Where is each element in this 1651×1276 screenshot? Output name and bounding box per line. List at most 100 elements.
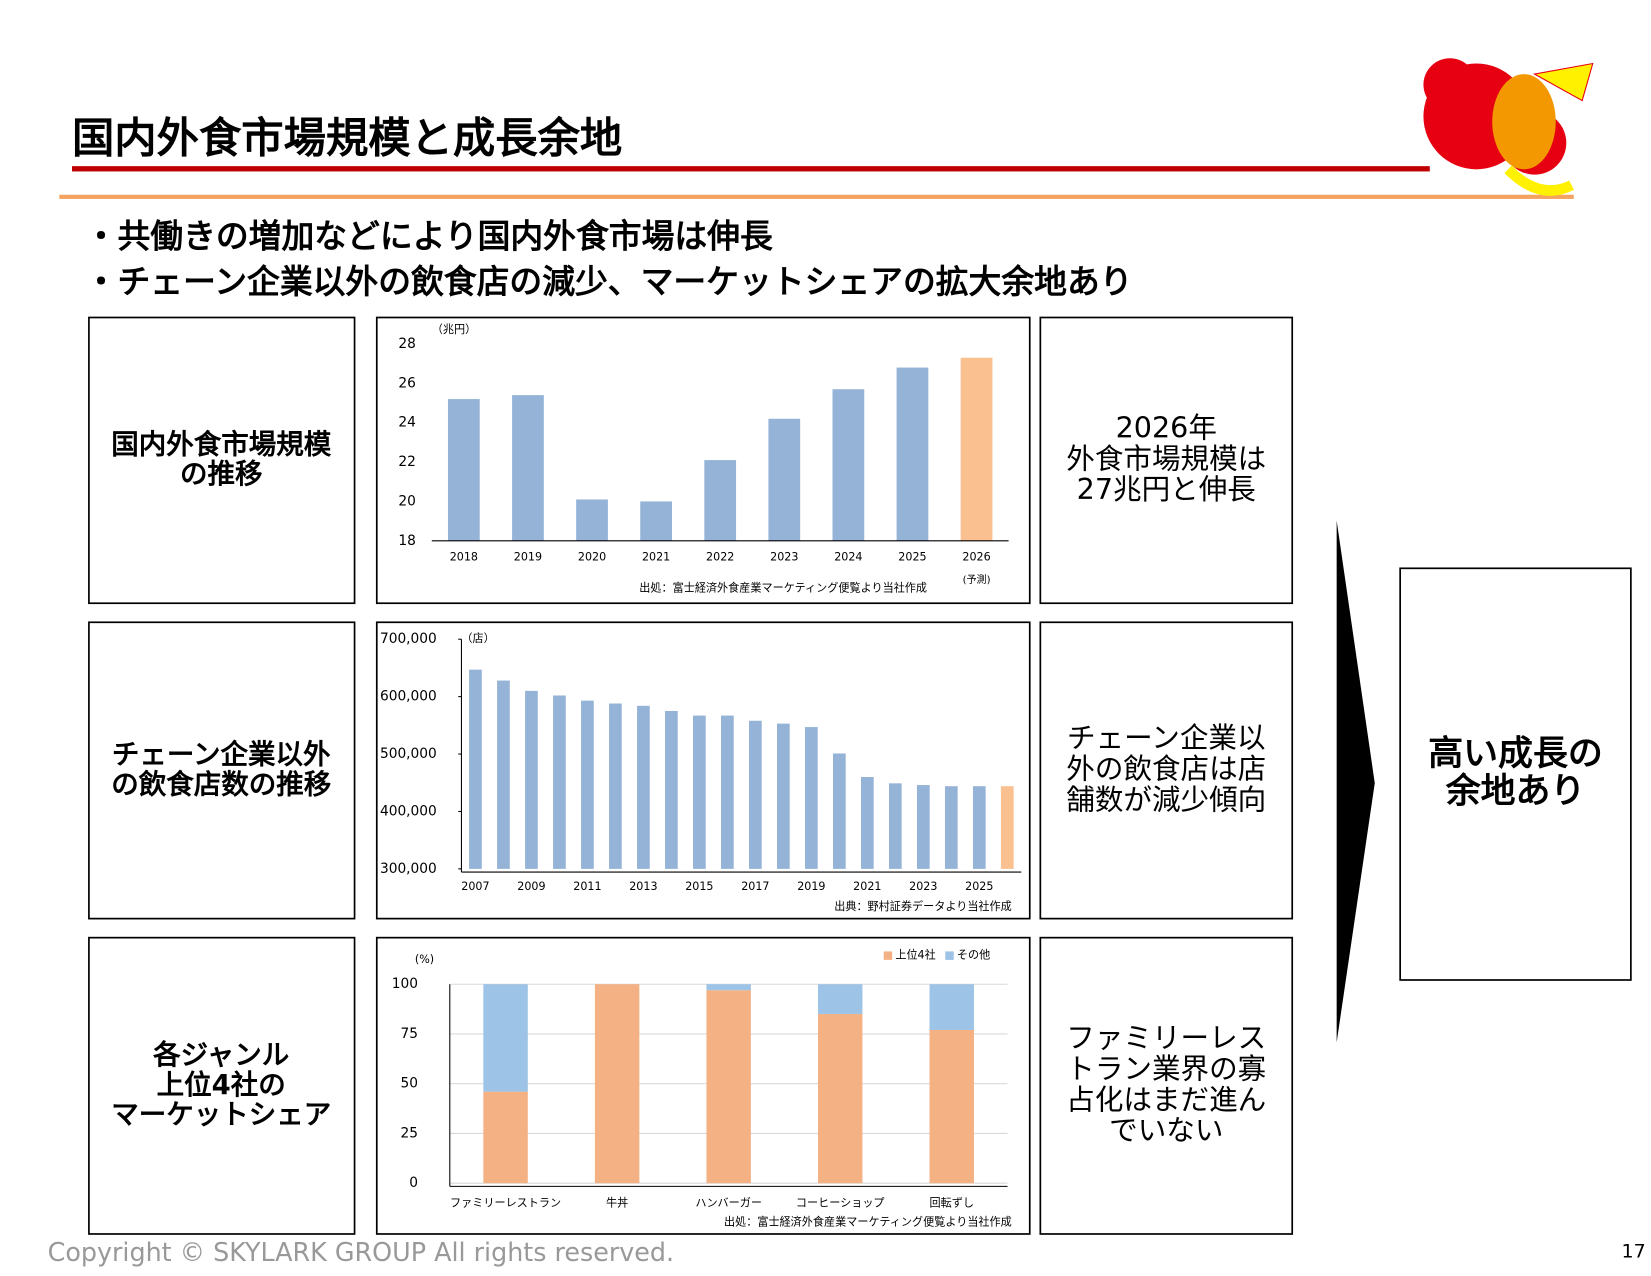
bar bbox=[447, 399, 480, 541]
x-tick-label: 2021 bbox=[642, 551, 670, 564]
x-tick-label: 2015 bbox=[685, 880, 713, 893]
x-tick-label: 2024 bbox=[834, 551, 862, 564]
label-box bbox=[88, 621, 356, 920]
conclusion-text: 余地あり bbox=[1445, 770, 1586, 811]
x-tick-label: 2013 bbox=[629, 880, 657, 893]
y-tick-label: 28 bbox=[398, 336, 416, 352]
row-label: マーケットシェア bbox=[111, 1099, 331, 1131]
note-box bbox=[1039, 936, 1294, 1235]
bar-segment bbox=[483, 1091, 528, 1184]
row-label: 国内外食市場規模 bbox=[111, 429, 331, 461]
x-tick-label: コーヒーショップ bbox=[796, 1196, 885, 1209]
label-box bbox=[88, 316, 356, 605]
bar bbox=[553, 695, 566, 869]
y-tick-label: 75 bbox=[401, 1026, 419, 1042]
x-tick-label: ハンバーガー bbox=[695, 1196, 762, 1209]
source-note: 出処：富士経済外食産業マーケティング便覧より当社作成 bbox=[639, 580, 927, 594]
bar-segment bbox=[706, 990, 751, 1184]
bar bbox=[525, 690, 538, 869]
bar bbox=[693, 715, 706, 869]
y-tick-label: 20 bbox=[398, 493, 416, 509]
bar bbox=[888, 783, 902, 869]
row-label: チェーン企業以外 bbox=[112, 739, 331, 771]
y-tick-label: 0 bbox=[409, 1175, 418, 1191]
row-note: ファミリーレス bbox=[1066, 1021, 1266, 1055]
bar bbox=[640, 501, 672, 541]
bar bbox=[804, 727, 818, 869]
bar bbox=[944, 786, 958, 869]
unit-label: (%) bbox=[415, 953, 434, 966]
y-tick-label: 24 bbox=[398, 415, 416, 431]
unit-label: （兆円） bbox=[432, 323, 476, 336]
bar bbox=[469, 669, 482, 869]
row-note: 外の飲食店は店 bbox=[1066, 751, 1266, 785]
source-note: 出典：野村証券データより当社作成 bbox=[834, 899, 1012, 913]
bar bbox=[665, 710, 678, 869]
conclusion-box bbox=[1399, 567, 1632, 981]
flow-arrow bbox=[1336, 520, 1375, 1043]
x-tick-label: ファミリーレストラン bbox=[450, 1196, 561, 1209]
bar bbox=[581, 700, 594, 869]
bar bbox=[896, 367, 929, 541]
x-tick-label: 2007 bbox=[461, 880, 489, 893]
x-tick-label: 2026 bbox=[962, 551, 990, 564]
row-note: トラン業界の寡 bbox=[1066, 1051, 1266, 1085]
x-tick-label: 2025 bbox=[898, 551, 926, 564]
bullet: ・チェーン企業以外の飲食店の減少、マーケットシェアの拡大余地あり bbox=[85, 263, 1133, 301]
bar bbox=[609, 703, 622, 869]
legend-label: 上位4社 bbox=[895, 948, 935, 962]
bar bbox=[637, 705, 650, 869]
x-tick-label: 2018 bbox=[450, 551, 478, 564]
x-tick-label: 2009 bbox=[517, 880, 545, 893]
bar bbox=[512, 395, 544, 541]
bar bbox=[576, 499, 608, 541]
bar bbox=[749, 720, 762, 869]
row-note: 2026年 bbox=[1116, 411, 1217, 445]
bar bbox=[960, 357, 993, 541]
bar bbox=[777, 723, 790, 869]
x-tick-label: 2011 bbox=[573, 880, 601, 893]
conclusion-text: 高い成長の bbox=[1428, 734, 1603, 774]
forecast-label: (予測) bbox=[963, 573, 991, 586]
y-tick-label: 100 bbox=[392, 976, 418, 992]
bar bbox=[832, 753, 846, 869]
x-tick-label: 2019 bbox=[797, 880, 825, 893]
bar bbox=[497, 680, 510, 869]
row-note: でいない bbox=[1109, 1113, 1223, 1147]
x-tick-label: 2019 bbox=[514, 551, 542, 564]
y-tick-label: 600,000 bbox=[380, 689, 437, 705]
x-tick-label: 2020 bbox=[578, 551, 606, 564]
x-tick-label: 2025 bbox=[965, 880, 993, 893]
x-tick-label: 回転ずし bbox=[930, 1196, 974, 1209]
page-number: 17 bbox=[1621, 1240, 1645, 1262]
legend-label: その他 bbox=[957, 949, 990, 962]
row-label: の飲食店数の推移 bbox=[111, 768, 331, 800]
copyright: Copyright © SKYLARK GROUP All rights res… bbox=[48, 1237, 674, 1267]
bar bbox=[860, 777, 874, 869]
y-tick-label: 26 bbox=[398, 375, 416, 391]
y-tick-label: 18 bbox=[398, 533, 416, 549]
bar bbox=[704, 460, 737, 541]
label-box bbox=[88, 936, 356, 1235]
bar bbox=[972, 786, 986, 869]
bar-segment bbox=[929, 1029, 974, 1184]
legend-swatch bbox=[883, 951, 893, 960]
x-tick-label: 2022 bbox=[706, 551, 734, 564]
note-box bbox=[1039, 316, 1294, 605]
x-tick-label: 2023 bbox=[909, 880, 937, 893]
y-tick-label: 300,000 bbox=[380, 861, 437, 877]
bar bbox=[768, 418, 801, 541]
row-note: 舗数が減少傾向 bbox=[1066, 782, 1266, 816]
row-label: 各ジャンル bbox=[152, 1039, 289, 1071]
y-tick-label: 22 bbox=[398, 454, 416, 470]
x-tick-label: 牛丼 bbox=[606, 1195, 628, 1209]
bar bbox=[832, 389, 865, 541]
row-note: 占化はまだ進ん bbox=[1066, 1082, 1266, 1116]
mascot bbox=[1423, 58, 1594, 196]
y-tick-label: 700,000 bbox=[380, 631, 437, 647]
bar bbox=[721, 715, 734, 869]
y-tick-label: 500,000 bbox=[380, 746, 437, 762]
y-tick-label: 400,000 bbox=[380, 803, 437, 819]
title-rule bbox=[71, 166, 1430, 172]
